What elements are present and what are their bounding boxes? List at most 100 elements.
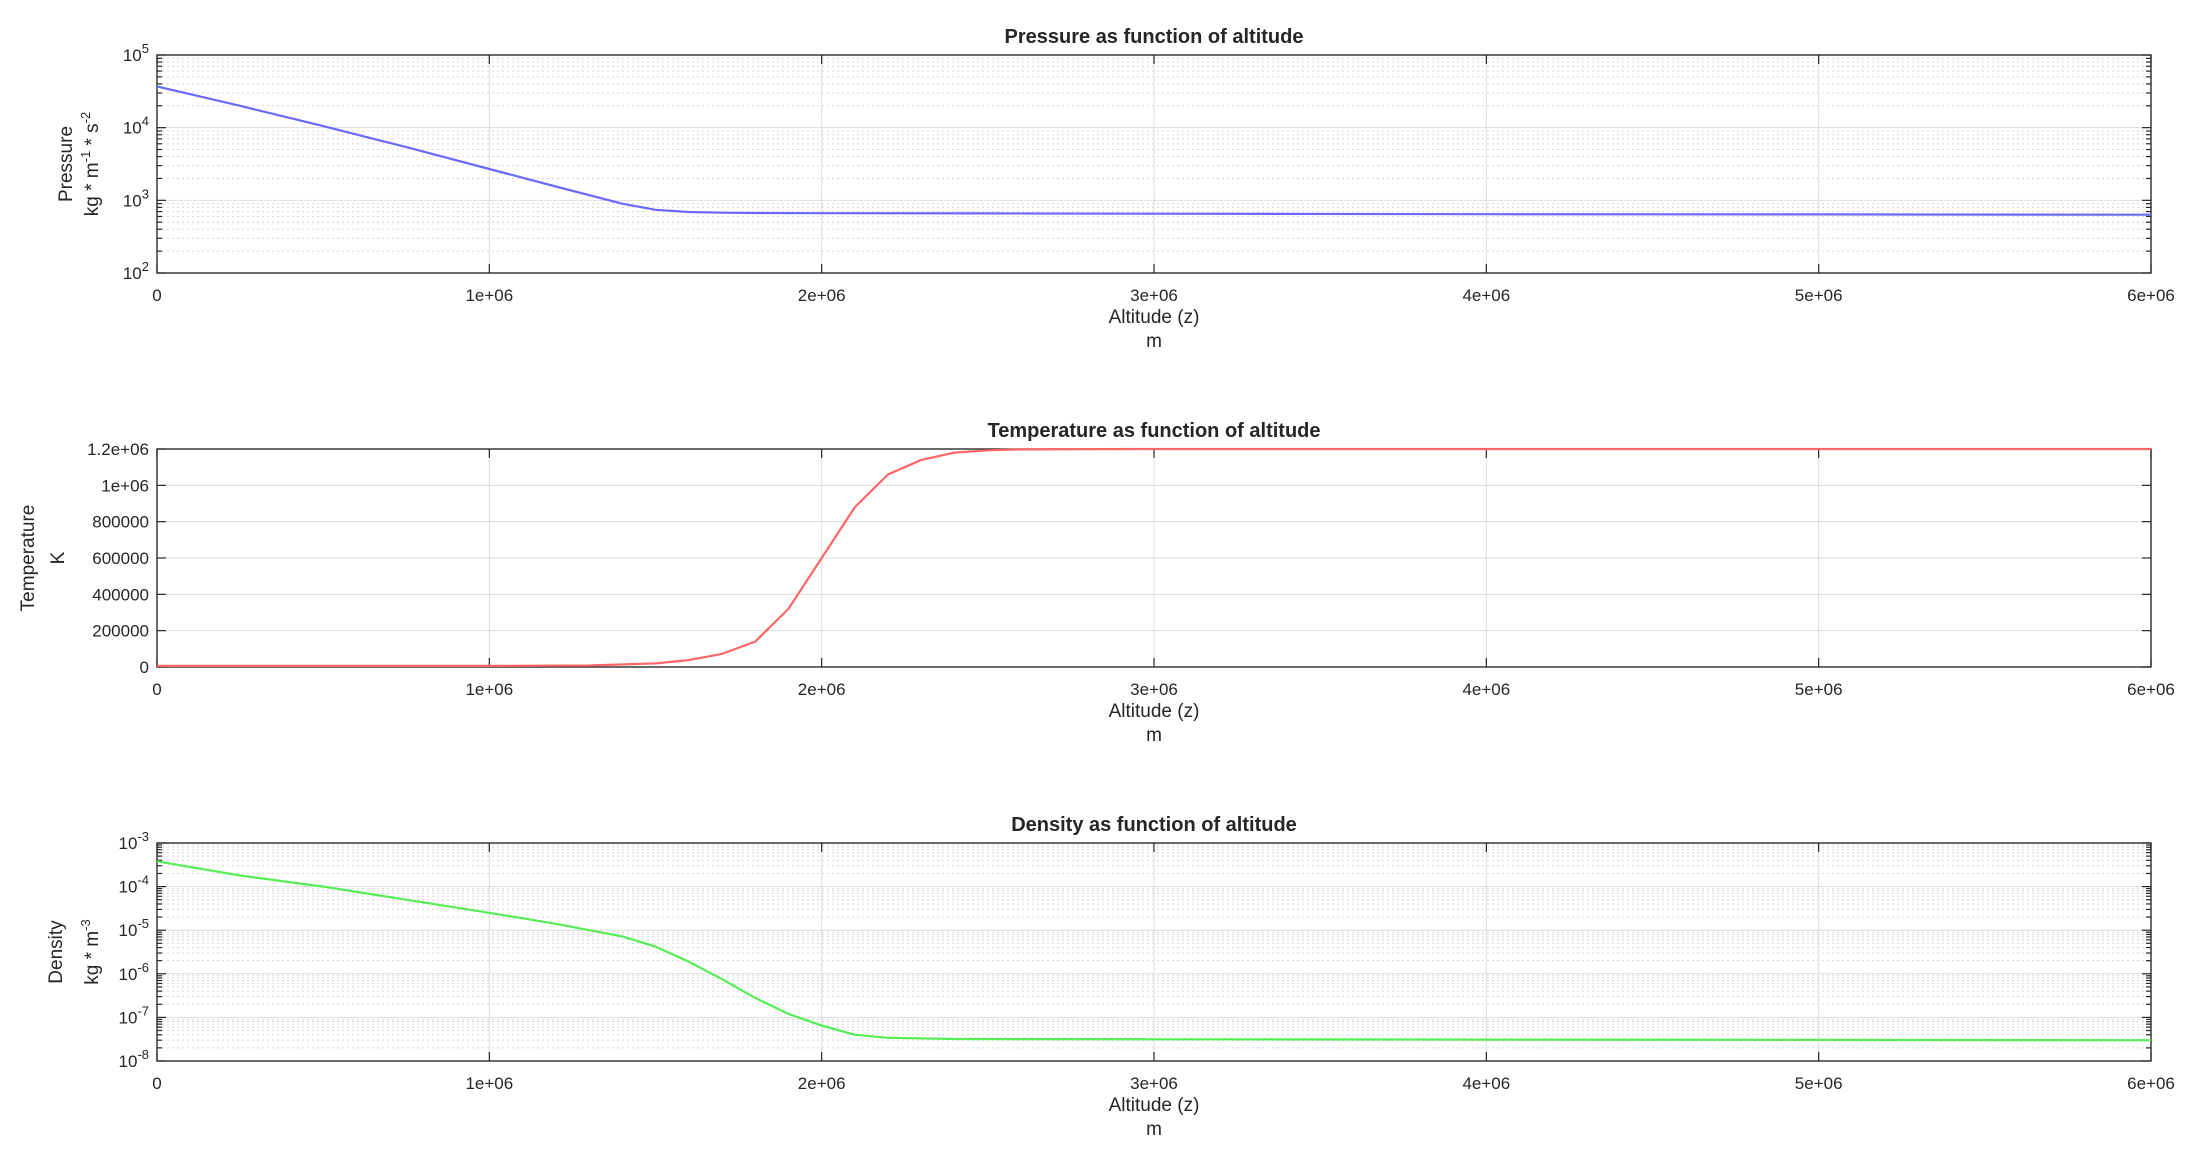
data-point xyxy=(821,1025,823,1027)
data-point xyxy=(156,85,158,87)
data-point xyxy=(987,449,989,451)
data-point xyxy=(1153,213,1155,215)
x-tick-label: 6e+06 xyxy=(2127,286,2175,305)
x-tick-label: 5e+06 xyxy=(1795,286,1843,305)
data-point xyxy=(688,211,690,213)
y-tick-label: 102 xyxy=(123,259,149,283)
data-point xyxy=(2150,1039,2152,1041)
y-tick-label: 104 xyxy=(123,114,149,138)
data-point xyxy=(1485,448,1487,450)
data-point xyxy=(655,209,657,211)
y-tick-label: 10-5 xyxy=(119,916,149,940)
x-tick-label: 2e+06 xyxy=(798,286,846,305)
y-tick-label: 1e+06 xyxy=(101,476,149,495)
data-point xyxy=(655,946,657,948)
data-point xyxy=(405,899,407,901)
data-point xyxy=(688,659,690,661)
y-tick-label: 10-8 xyxy=(119,1047,149,1071)
data-point xyxy=(322,125,324,127)
x-axis-label: Altitude (z) xyxy=(1109,1095,1200,1116)
chart-panel-3: 0 1e+06 2e+06 3e+06 4e+06 5e+06 6e+06 10-8 10-7 1… xyxy=(46,814,2175,1140)
data-point xyxy=(821,557,823,559)
data-point xyxy=(787,608,789,610)
data-point xyxy=(156,665,158,667)
data-point xyxy=(239,874,241,876)
data-point xyxy=(754,212,756,214)
data-point xyxy=(555,186,557,188)
chart-panel-2: 0 1e+06 2e+06 3e+06 4e+06 5e+06 6e+06 0 200000 40… xyxy=(18,420,2175,746)
chart-title: Pressure as function of altitude xyxy=(1005,26,1304,48)
y-tick-label: 10-4 xyxy=(119,873,149,897)
y-axis-label: Density xyxy=(46,920,67,984)
data-point xyxy=(588,665,590,667)
y-tick-label: 600000 xyxy=(92,549,149,568)
x-tick-label: 3e+06 xyxy=(1130,286,1178,305)
data-point xyxy=(156,860,158,862)
y-tick-label: 10-7 xyxy=(119,1003,149,1027)
x-tick-label: 4e+06 xyxy=(1462,680,1510,699)
data-point xyxy=(754,641,756,643)
y-tick-label: 0 xyxy=(140,658,149,677)
data-point xyxy=(1153,448,1155,450)
data-point xyxy=(555,923,557,925)
y-tick-label: 800000 xyxy=(92,513,149,532)
chart-panel-1: 0 1e+06 2e+06 3e+06 4e+06 5e+06 6e+06 102 103 104… xyxy=(56,26,2175,352)
data-point xyxy=(655,662,657,664)
data-point xyxy=(1818,213,1820,215)
y-tick-label: 10-3 xyxy=(119,829,149,853)
data-point xyxy=(754,997,756,999)
data-point xyxy=(1485,1039,1487,1041)
x-tick-label: 0 xyxy=(152,1074,161,1093)
data-point xyxy=(954,452,956,454)
x-axis-unit: m xyxy=(1146,725,1162,746)
x-tick-label: 4e+06 xyxy=(1462,1074,1510,1093)
x-axis-unit: m xyxy=(1146,331,1162,352)
series-line xyxy=(157,447,2151,668)
x-tick-label: 1e+06 xyxy=(465,286,513,305)
data-point xyxy=(688,961,690,963)
data-point xyxy=(887,1037,889,1039)
plot-frame xyxy=(156,54,2152,274)
x-tick-label: 4e+06 xyxy=(1462,286,1510,305)
data-point xyxy=(954,1038,956,1040)
data-point xyxy=(1485,213,1487,215)
x-tick-label: 0 xyxy=(152,286,161,305)
x-tick-label: 0 xyxy=(152,680,161,699)
data-point xyxy=(488,168,490,170)
y-axis-unit: kg * m-1 * s-2 xyxy=(78,112,103,216)
y-axis-label: Temperature xyxy=(18,505,39,612)
data-point xyxy=(488,665,490,667)
series-line xyxy=(156,860,2152,1042)
x-axis-label: Altitude (z) xyxy=(1109,307,1200,328)
x-tick-label: 5e+06 xyxy=(1795,680,1843,699)
data-point xyxy=(2150,448,2152,450)
data-point xyxy=(1818,1039,1820,1041)
data-point xyxy=(887,473,889,475)
data-point xyxy=(1020,448,1022,450)
plot-frame xyxy=(156,842,2152,1062)
data-point xyxy=(854,1034,856,1036)
y-tick-label: 10-6 xyxy=(119,960,149,984)
x-tick-label: 1e+06 xyxy=(465,680,513,699)
x-tick-label: 2e+06 xyxy=(798,1074,846,1093)
data-point xyxy=(721,212,723,214)
data-point xyxy=(854,506,856,508)
y-tick-label: 1.2e+06 xyxy=(87,440,149,459)
chart-title: Density as function of altitude xyxy=(1011,814,1297,836)
data-point xyxy=(488,912,490,914)
x-tick-label: 6e+06 xyxy=(2127,680,2175,699)
data-point xyxy=(821,212,823,214)
x-tick-label: 3e+06 xyxy=(1130,680,1178,699)
x-axis-label: Altitude (z) xyxy=(1109,701,1200,722)
x-tick-label: 1e+06 xyxy=(465,1074,513,1093)
data-point xyxy=(1153,1038,1155,1040)
x-tick-label: 6e+06 xyxy=(2127,1074,2175,1093)
y-axis-unit: kg * m-3 xyxy=(78,919,103,984)
data-point xyxy=(405,146,407,148)
x-tick-label: 5e+06 xyxy=(1795,1074,1843,1093)
y-tick-label: 103 xyxy=(123,186,149,210)
data-point xyxy=(2150,214,2152,216)
data-point xyxy=(787,1013,789,1015)
y-axis-label: Pressure xyxy=(56,126,77,202)
